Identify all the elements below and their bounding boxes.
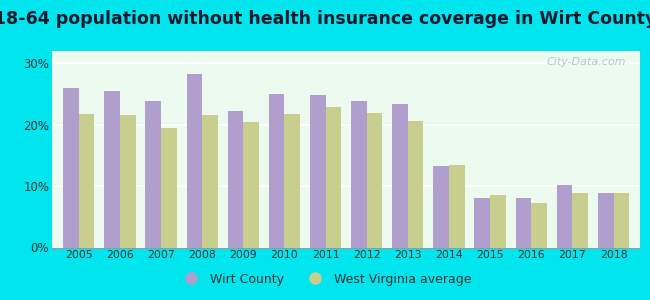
Bar	[515, 198, 531, 248]
Bar	[310, 95, 326, 248]
Bar	[474, 198, 490, 248]
Bar	[243, 122, 259, 248]
Bar	[285, 114, 300, 248]
Bar	[392, 104, 408, 248]
Bar	[227, 111, 243, 248]
Bar	[557, 185, 573, 248]
Bar	[367, 113, 382, 247]
Bar	[573, 193, 588, 248]
Bar	[63, 88, 79, 248]
Legend: Wirt County, West Virginia average: Wirt County, West Virginia average	[174, 268, 476, 291]
Text: City-Data.com: City-Data.com	[546, 57, 625, 67]
Bar	[104, 91, 120, 248]
Text: 18-64 population without health insurance coverage in Wirt County: 18-64 population without health insuranc…	[0, 11, 650, 28]
Bar	[161, 128, 177, 248]
Bar	[120, 115, 135, 248]
Bar	[434, 166, 449, 247]
Bar	[202, 116, 218, 247]
Bar	[326, 107, 341, 248]
Bar	[269, 94, 285, 248]
Bar	[614, 193, 629, 248]
Bar	[408, 121, 423, 248]
Bar	[598, 194, 614, 247]
Bar	[146, 101, 161, 247]
Bar	[449, 165, 465, 248]
Bar	[531, 203, 547, 248]
Bar	[187, 74, 202, 248]
Bar	[490, 195, 506, 248]
Bar	[351, 101, 367, 247]
Bar	[79, 114, 94, 248]
